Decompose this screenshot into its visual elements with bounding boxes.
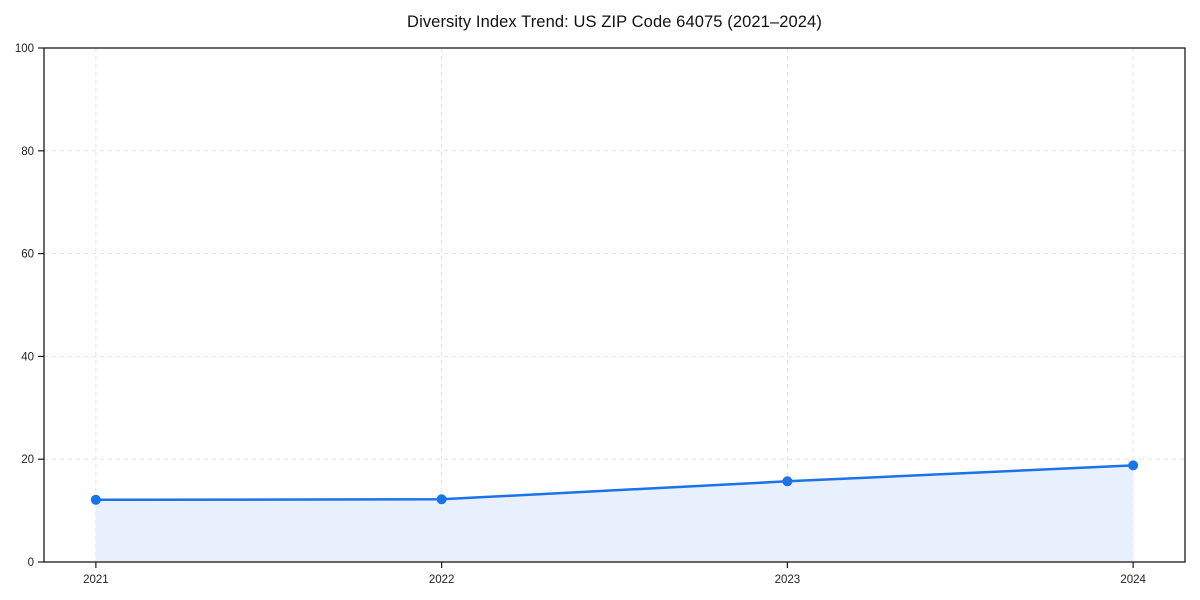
- y-tick-label: 100: [15, 43, 34, 55]
- chart-title: Diversity Index Trend: US ZIP Code 64075…: [407, 13, 822, 31]
- y-tick-label: 60: [21, 249, 34, 261]
- plot-frame: [43, 47, 1186, 563]
- x-tick-label: 2024: [1120, 574, 1146, 586]
- y-tick-label: 80: [21, 146, 34, 158]
- data-point-2021: [90, 494, 101, 505]
- x-tick-label: 2023: [775, 574, 801, 586]
- area-fill: [95, 465, 1134, 562]
- data-point-2024: [1128, 460, 1139, 471]
- x-tick-label: 2022: [429, 574, 455, 586]
- x-tick-label: 2021: [83, 574, 109, 586]
- trend-line: [94, 464, 1135, 502]
- y-tick-label: 20: [21, 454, 34, 466]
- data-point-2023: [782, 476, 793, 487]
- data-point-2022: [436, 494, 447, 505]
- y-tick-label: 0: [28, 557, 34, 569]
- y-tick-label: 40: [21, 351, 34, 363]
